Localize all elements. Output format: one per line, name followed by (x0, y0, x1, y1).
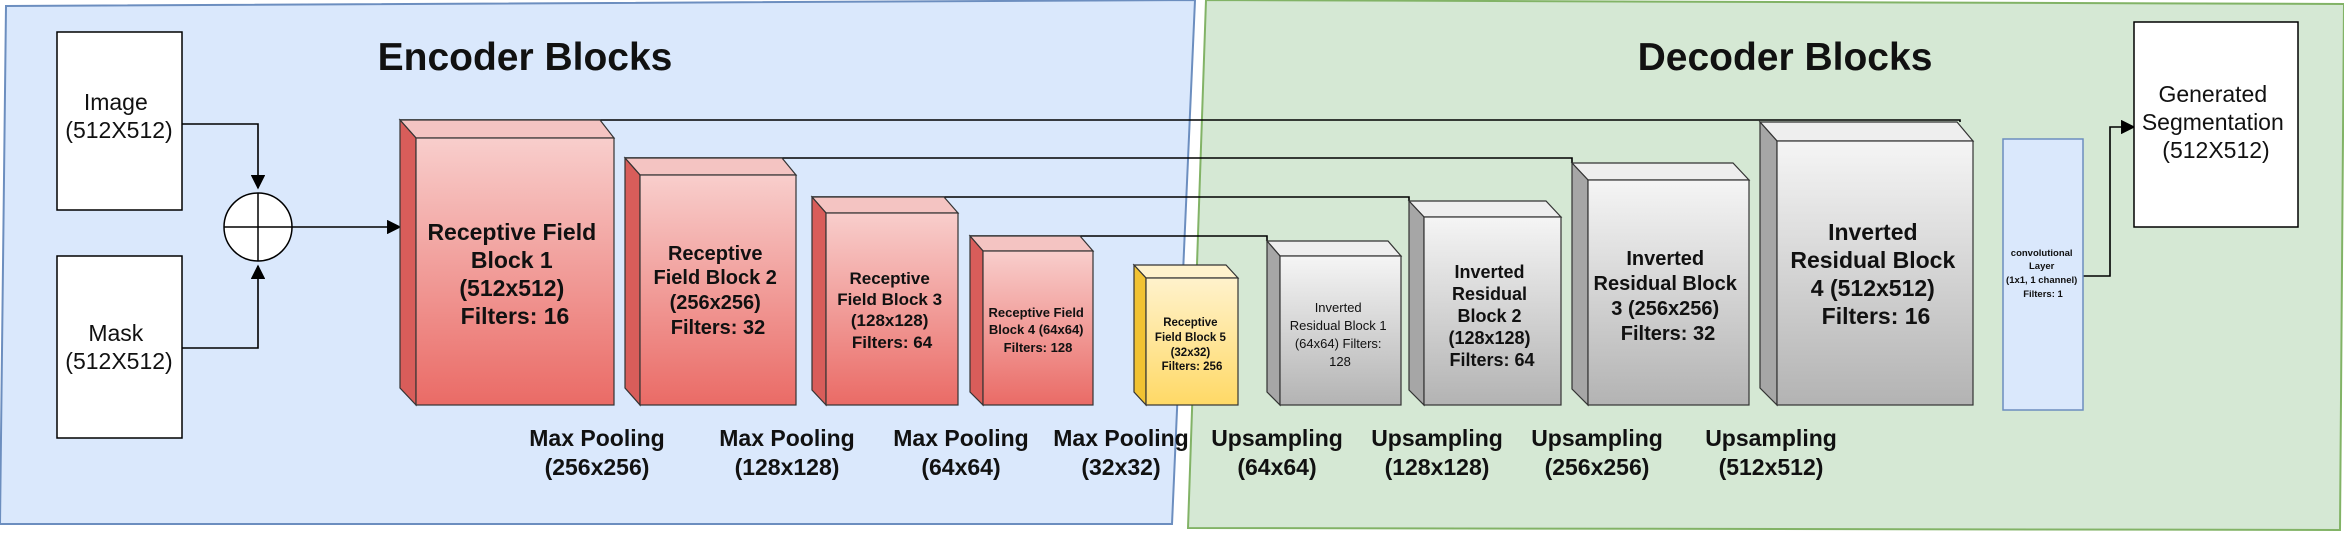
image-size: (512X512) (65, 117, 172, 143)
pooling-label-4: Max Pooling (32x32) (1053, 425, 1188, 480)
decoder-block-3: Inverted Residual Block 3 (256x256) Filt… (1570, 161, 1751, 407)
encoder-title: Encoder Blocks (378, 36, 673, 79)
upsampling-label-4: Upsampling (512x512) (1705, 425, 1837, 480)
skip-connection-1 (400, 119, 1961, 122)
mask-to-sum-connector (182, 264, 266, 349)
svg-text:Inverted Residual Block: Inverted Residual Block 3 (256x256) Filt… (1594, 248, 1743, 345)
decoder-title: Decoder Blocks (1638, 36, 1933, 79)
pooling-label-3: Max Pooling (64x64) (893, 425, 1028, 480)
decoder-block-4: Inverted Residual Block 4 (512x512) Filt… (1758, 120, 1975, 407)
image-input-box: Image (512X512) (56, 31, 183, 211)
encoder-block-4: Receptive Field Block 4 (64x64) Filters:… (968, 234, 1095, 407)
conv-layer-box: convolutional Layer (1x1, 1 channel) Fil… (2002, 138, 2084, 411)
conv-to-output-connector (2083, 119, 2136, 277)
pooling-label-2: Max Pooling (128x128) (719, 425, 854, 480)
svg-text:Generated Segmentation: Generated Segmentation (512X512) (2142, 81, 2290, 163)
decoder-block-2: Inverted Residual Block 2 (128x128) Filt… (1407, 199, 1563, 407)
svg-text:Receptive Field Block 3: Receptive Field Block 3 (128x128) Filter… (837, 269, 947, 352)
upsampling-label-2: Upsampling (128x128) (1371, 425, 1503, 480)
svg-text:Inverted Residual Block: Inverted Residual Block 1 (64x64) Filter… (1290, 300, 1390, 369)
upsampling-label-3: Upsampling (256x256) (1531, 425, 1663, 480)
svg-text:Mask (512X512): Mask (512X512) (65, 320, 172, 374)
mask-size: (512X512) (65, 348, 172, 374)
decoder-block-1: Inverted Residual Block 1 (64x64) Filter… (1265, 239, 1403, 407)
svg-text:Receptive Field Block 4: Receptive Field Block 4 (64x64) Filters:… (989, 305, 1088, 355)
upsampling-label-1: Upsampling (64x64) (1211, 425, 1343, 480)
sum-node-icon (223, 192, 293, 262)
image-to-sum-connector (182, 123, 266, 190)
mask-label: Mask (88, 320, 143, 346)
svg-text:Inverted Residual Block: Inverted Residual Block 4 (512x512) Filt… (1790, 219, 1961, 329)
svg-text:Receptive Field Block 1: Receptive Field Block 1 (512x512) Filter… (427, 219, 602, 329)
pooling-labels: Max Pooling (256x256) Max Pooling (128x128… (529, 425, 1188, 480)
skip-connection-3 (812, 196, 1410, 201)
pooling-label-1: Max Pooling (256x256) (529, 425, 664, 480)
encoder-block-2: Receptive Field Block 2 (256x256) Filter… (623, 156, 798, 407)
image-label: Image (84, 89, 148, 115)
svg-text:Receptive Field Block 2: Receptive Field Block 2 (256x256) Filter… (654, 243, 783, 339)
skip-connection-2 (625, 157, 1573, 163)
encoder-block-1: Receptive Field Block 1 (512x512) Filter… (398, 118, 616, 407)
svg-text:Image (512X512): Image (512X512) (65, 89, 172, 143)
output-box: Generated Segmentation (512X512) (2133, 21, 2299, 228)
encoder-block-3: Receptive Field Block 3 (128x128) Filter… (810, 195, 960, 407)
svg-text:Receptive Field Block 5: Receptive Field Block 5 (32x32) Filters:… (1155, 317, 1229, 373)
svg-text:Inverted Residual: Inverted Residual Block 2 (128x128) Filt… (1448, 262, 1535, 370)
bottleneck-block: Receptive Field Block 5 (32x32) Filters:… (1132, 263, 1240, 407)
mask-input-box: Mask (512X512) (56, 255, 183, 439)
connectors (182, 119, 2136, 349)
upsampling-labels: Upsampling (64x64) Upsampling (128x128) Up… (1211, 425, 1837, 480)
svg-text:convolutional Layer: convolutional Layer (1x1, 1 channel) Fil… (2006, 248, 2080, 300)
